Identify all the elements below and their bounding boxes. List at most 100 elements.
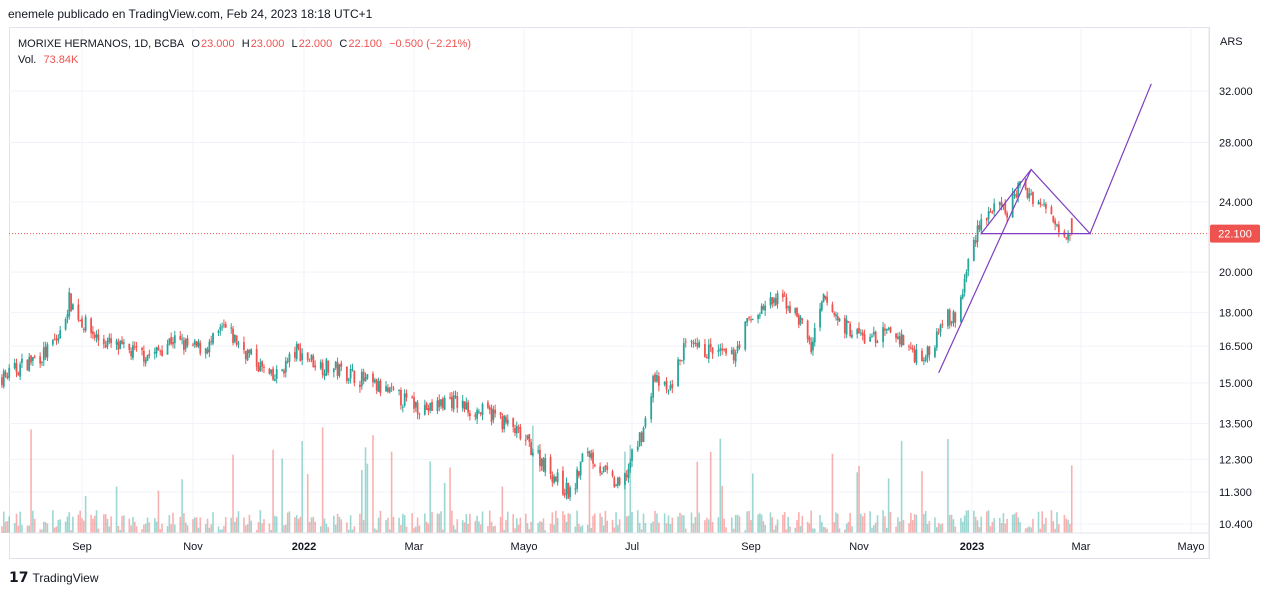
candle-body — [898, 336, 901, 345]
pattern-drawing — [938, 83, 1152, 374]
volume-bar — [773, 529, 775, 533]
volume-bar — [359, 513, 361, 533]
axes: ARS — [9, 27, 1243, 559]
volume-bar — [665, 523, 668, 533]
volume-bar — [838, 528, 841, 533]
candle-body — [1, 377, 3, 385]
candle-body — [985, 217, 988, 221]
volume-bar — [1037, 511, 1040, 533]
volume-bar — [961, 521, 964, 533]
candle-body — [423, 405, 426, 415]
volume-bar — [618, 519, 621, 533]
candle-body — [263, 366, 265, 368]
volume-bar — [246, 524, 249, 533]
candle-body — [989, 211, 992, 213]
x-tick-label: Sep — [741, 541, 761, 553]
candle-body — [366, 374, 369, 379]
volume-bar — [449, 467, 451, 533]
candle-body — [206, 349, 209, 354]
candle-body — [102, 338, 105, 345]
volume-bar — [452, 525, 455, 533]
candle-body — [465, 402, 468, 410]
volume-bar — [936, 527, 938, 533]
volume-bar — [334, 524, 337, 533]
volume-bar — [812, 528, 814, 533]
legend-vol-label[interactable]: Vol. — [18, 54, 37, 66]
volume-bar — [325, 523, 328, 533]
volume-bar — [923, 513, 925, 533]
volume-bar — [451, 510, 453, 533]
candle-body — [681, 360, 683, 362]
volume-bar — [629, 444, 632, 533]
volume-bar — [656, 513, 658, 533]
candle-body — [461, 400, 464, 408]
volume-bar — [72, 516, 74, 533]
candle-body — [70, 293, 72, 312]
volume-bar — [578, 523, 580, 533]
volume-bar — [871, 527, 873, 533]
candle-body — [1056, 224, 1058, 226]
footer-brand-text[interactable]: TradingView — [32, 570, 99, 585]
tradingview-logo-icon[interactable]: 𝟭𝟳 — [9, 569, 29, 585]
volume-bar — [911, 520, 914, 533]
candle-body — [980, 219, 983, 231]
volume-bar — [934, 517, 936, 533]
volume-bar — [1002, 513, 1005, 533]
candle-body — [947, 309, 949, 327]
candle-body — [297, 343, 300, 349]
volume-bar — [95, 510, 98, 533]
volume-bar — [594, 513, 596, 533]
candle-body — [937, 332, 940, 334]
candle-body — [257, 366, 260, 372]
volume-bar — [576, 510, 578, 533]
candle-body — [921, 350, 923, 362]
candle-body — [128, 343, 131, 350]
volume-bar — [517, 524, 520, 533]
candle-body — [694, 342, 697, 344]
legend-symbol[interactable]: MORIXE HERMANOS, 1D, BCBA — [18, 38, 185, 50]
candle-body — [526, 435, 529, 439]
candle-body — [314, 365, 317, 368]
candle-body — [1024, 179, 1027, 189]
candle-body — [1015, 194, 1018, 198]
volume-bar — [677, 516, 679, 533]
candle-body — [144, 359, 147, 364]
volume-bar — [709, 451, 712, 533]
x-axis-ticks: Sep Nov 2022 Mar Mayo Jul Sep Nov 2023 Mar Mayo — [72, 541, 1204, 553]
volume-bar — [796, 520, 798, 533]
x-tick-label: 2022 — [292, 541, 316, 553]
candle-body — [889, 327, 892, 333]
volume-bar — [64, 521, 67, 533]
candle-body — [95, 334, 98, 338]
candle-body — [184, 339, 187, 349]
volume-bar — [374, 528, 376, 533]
volume-bar — [379, 510, 382, 533]
candle-body — [776, 293, 779, 304]
candle-body — [438, 399, 441, 408]
volume-bar — [898, 521, 901, 533]
candle-body — [769, 297, 772, 306]
candle-body — [306, 352, 309, 360]
volume-bar — [562, 511, 564, 533]
candle-body — [851, 334, 853, 338]
candle-body — [208, 341, 211, 352]
candle-body — [616, 477, 619, 486]
volume-bar — [204, 524, 207, 533]
candle-body — [312, 356, 315, 368]
candle-body — [42, 347, 45, 361]
volume-bar — [887, 478, 890, 533]
candle-body — [819, 308, 821, 328]
candle-body — [789, 305, 791, 314]
candle-body — [41, 361, 43, 363]
volume-bar — [937, 522, 940, 533]
volume-bar — [93, 515, 96, 533]
candle-body — [861, 332, 864, 336]
candle-body — [926, 346, 929, 358]
candle-body — [629, 462, 632, 469]
candle-body — [414, 401, 417, 408]
volume-bar — [388, 529, 391, 533]
volume-bar — [563, 514, 566, 533]
volume-bar — [750, 520, 752, 533]
volume-bar — [6, 521, 9, 533]
